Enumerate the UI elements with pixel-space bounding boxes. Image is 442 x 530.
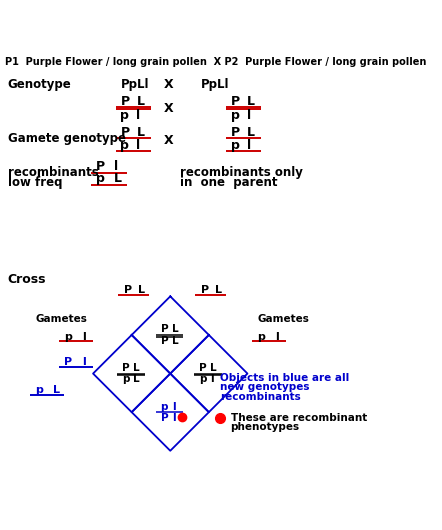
Text: P: P bbox=[231, 126, 240, 139]
Text: l: l bbox=[114, 161, 118, 173]
Text: L: L bbox=[137, 126, 145, 139]
Text: p: p bbox=[160, 402, 168, 411]
Text: l: l bbox=[137, 109, 141, 122]
Text: l: l bbox=[247, 139, 251, 152]
Text: recombinants: recombinants bbox=[220, 392, 301, 402]
Text: P: P bbox=[160, 413, 168, 423]
Text: X: X bbox=[164, 102, 173, 114]
Text: p: p bbox=[64, 332, 72, 341]
Text: L: L bbox=[114, 172, 122, 185]
Text: p: p bbox=[231, 109, 240, 122]
Text: in  one  parent: in one parent bbox=[180, 175, 278, 189]
Text: L: L bbox=[138, 285, 145, 295]
Text: Objects in blue are all: Objects in blue are all bbox=[220, 373, 349, 383]
Text: p: p bbox=[199, 374, 207, 384]
Text: new genotypes: new genotypes bbox=[220, 382, 310, 392]
Text: phenotypes: phenotypes bbox=[231, 422, 300, 432]
Text: P: P bbox=[96, 161, 105, 173]
Text: P: P bbox=[124, 285, 132, 295]
Text: PpLl: PpLl bbox=[201, 77, 229, 91]
Text: P: P bbox=[64, 357, 72, 367]
Text: Gamete genotype: Gamete genotype bbox=[8, 132, 126, 145]
Text: L: L bbox=[247, 126, 255, 139]
Text: P1  Purple Flower / long grain pollen  X P2  Purple Flower / long grain pollen: P1 Purple Flower / long grain pollen X P… bbox=[5, 57, 427, 67]
Text: L: L bbox=[133, 363, 140, 373]
Text: P: P bbox=[160, 335, 168, 346]
Text: P: P bbox=[120, 95, 130, 108]
Text: Gametes: Gametes bbox=[257, 314, 309, 324]
Text: P: P bbox=[160, 324, 168, 334]
Text: L: L bbox=[210, 363, 217, 373]
Text: recombinants only: recombinants only bbox=[180, 166, 303, 179]
Text: Genotype: Genotype bbox=[8, 77, 72, 91]
Text: P: P bbox=[122, 363, 130, 373]
Text: X: X bbox=[164, 134, 173, 147]
Text: L: L bbox=[172, 324, 179, 334]
Text: P: P bbox=[120, 126, 130, 139]
Text: X: X bbox=[164, 77, 173, 91]
Text: Gametes: Gametes bbox=[35, 314, 87, 324]
Text: l: l bbox=[172, 413, 175, 423]
Text: L: L bbox=[172, 335, 179, 346]
Text: p: p bbox=[96, 172, 105, 185]
Text: l: l bbox=[210, 374, 214, 384]
Text: l: l bbox=[247, 109, 251, 122]
Text: recombinants: recombinants bbox=[8, 166, 99, 179]
Text: p: p bbox=[231, 139, 240, 152]
Text: p: p bbox=[257, 332, 265, 341]
Text: P: P bbox=[201, 285, 209, 295]
Text: low freq: low freq bbox=[8, 175, 62, 189]
Text: L: L bbox=[247, 95, 255, 108]
Text: PpLl: PpLl bbox=[120, 77, 149, 91]
Text: l: l bbox=[82, 332, 86, 341]
Text: l: l bbox=[82, 357, 86, 367]
Text: L: L bbox=[215, 285, 222, 295]
Text: These are recombinant: These are recombinant bbox=[231, 413, 367, 423]
Text: L: L bbox=[53, 385, 60, 395]
Text: p: p bbox=[120, 109, 129, 122]
Text: L: L bbox=[133, 374, 140, 384]
Text: L: L bbox=[137, 95, 145, 108]
Text: P: P bbox=[199, 363, 207, 373]
Text: P: P bbox=[231, 95, 240, 108]
Text: l: l bbox=[275, 332, 278, 341]
Text: p: p bbox=[122, 374, 130, 384]
Text: l: l bbox=[137, 139, 141, 152]
Text: Cross: Cross bbox=[8, 273, 46, 286]
Text: l: l bbox=[172, 402, 175, 411]
Text: p: p bbox=[35, 385, 43, 395]
Text: p: p bbox=[120, 139, 129, 152]
